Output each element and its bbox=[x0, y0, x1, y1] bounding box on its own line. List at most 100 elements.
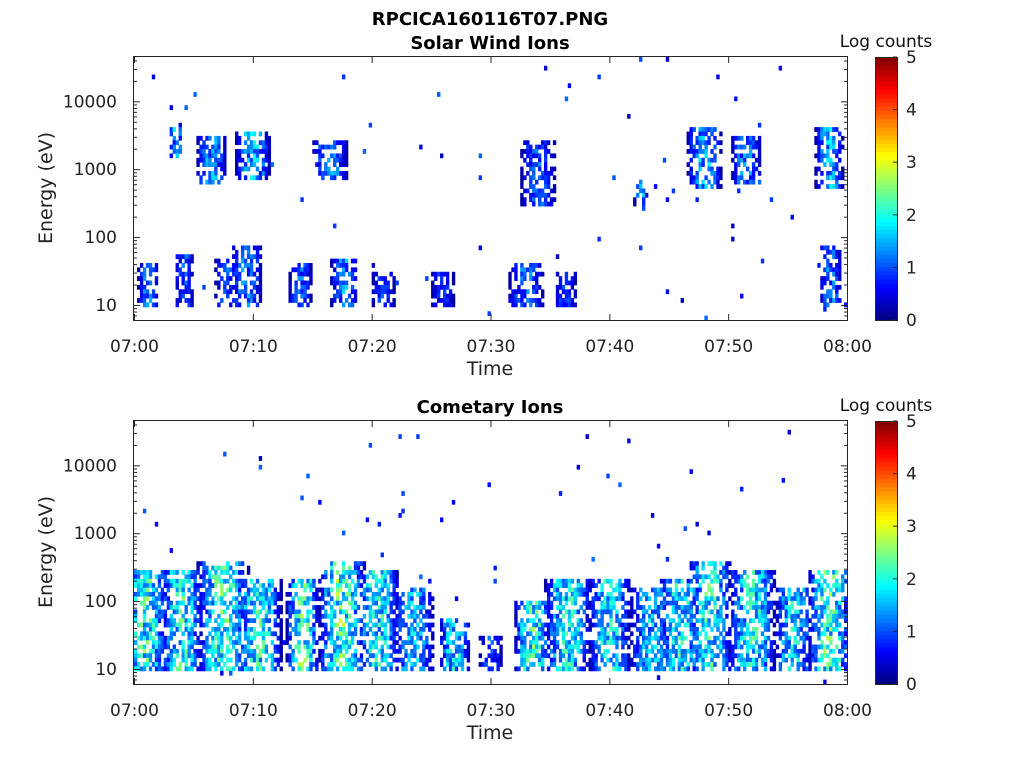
heatmap-cell bbox=[214, 635, 218, 641]
heatmap-cell bbox=[514, 613, 518, 619]
heatmap-cell bbox=[775, 587, 780, 593]
heatmap-cell bbox=[659, 600, 664, 606]
heatmap-cell bbox=[312, 613, 316, 619]
heatmap-cell bbox=[538, 157, 542, 163]
heatmap-cell bbox=[344, 175, 349, 181]
heatmap-cell bbox=[517, 666, 521, 672]
heatmap-cell bbox=[576, 640, 581, 645]
heatmap-cell bbox=[514, 276, 518, 281]
heatmap-cell bbox=[642, 605, 646, 610]
heatmap-cell bbox=[163, 570, 168, 575]
heatmap-cell bbox=[407, 600, 411, 606]
heatmap-cell bbox=[190, 644, 194, 650]
heatmap-cell bbox=[392, 298, 396, 303]
heatmap-cell bbox=[196, 653, 200, 659]
heatmap-cell bbox=[246, 271, 251, 277]
heatmap-cell bbox=[805, 657, 809, 663]
heatmap-cell bbox=[309, 657, 313, 663]
heatmap-cell bbox=[389, 618, 393, 624]
heatmap-cell bbox=[582, 600, 586, 606]
heatmap-cell bbox=[377, 618, 381, 624]
heatmap-cell bbox=[243, 289, 248, 295]
heatmap-cell bbox=[338, 627, 343, 632]
heatmap-cell bbox=[751, 627, 756, 632]
heatmap-cell bbox=[273, 657, 277, 663]
heatmap-cell bbox=[448, 627, 453, 632]
heatmap-cell bbox=[719, 140, 723, 146]
heatmap-cell bbox=[258, 618, 263, 624]
heatmap-cell bbox=[535, 280, 539, 286]
heatmap-cell bbox=[737, 188, 741, 194]
heatmap-cell bbox=[740, 157, 744, 163]
heatmap-cell bbox=[772, 631, 777, 637]
heatmap-cell bbox=[202, 622, 206, 628]
heatmap-cell bbox=[754, 605, 759, 610]
heatmap-cell bbox=[538, 271, 542, 277]
heatmap-cell bbox=[175, 583, 179, 588]
heatmap-cell bbox=[193, 622, 197, 628]
heatmap-cell bbox=[737, 162, 741, 167]
heatmap-cell bbox=[561, 605, 566, 610]
heatmap-cell bbox=[543, 583, 548, 588]
colorbar-segment bbox=[875, 548, 897, 553]
heatmap-cell bbox=[511, 289, 515, 295]
heatmap-cell bbox=[333, 223, 337, 229]
heatmap-cell bbox=[383, 666, 387, 672]
heatmap-cell bbox=[535, 298, 539, 303]
heatmap-cell bbox=[751, 140, 756, 146]
heatmap-cell bbox=[190, 600, 194, 606]
heatmap-cell bbox=[261, 600, 266, 606]
heatmap-cell bbox=[148, 578, 153, 584]
heatmap-cell bbox=[526, 618, 530, 624]
panel-2-frame bbox=[133, 420, 848, 685]
heatmap-cell bbox=[585, 600, 589, 606]
heatmap-cell bbox=[722, 570, 726, 575]
heatmap-cell bbox=[517, 298, 521, 303]
heatmap-cell bbox=[624, 622, 628, 628]
heatmap-cell bbox=[763, 613, 768, 619]
heatmap-cell bbox=[647, 627, 652, 632]
heatmap-cell bbox=[478, 175, 482, 181]
heatmap-cell bbox=[243, 613, 248, 619]
heatmap-cell bbox=[243, 635, 248, 641]
colorbar-segment bbox=[875, 254, 897, 259]
heatmap-cell bbox=[757, 170, 762, 176]
heatmap-cell bbox=[677, 622, 682, 628]
heatmap-cell bbox=[353, 591, 358, 597]
heatmap-cell bbox=[240, 249, 245, 255]
heatmap-cell bbox=[232, 245, 236, 251]
heatmap-cell bbox=[668, 622, 673, 628]
heatmap-cell bbox=[535, 631, 539, 637]
heatmap-cell bbox=[232, 267, 236, 273]
heatmap-cell bbox=[778, 605, 783, 610]
heatmap-cell bbox=[324, 570, 328, 575]
heatmap-cell bbox=[541, 302, 545, 308]
heatmap-cell bbox=[826, 149, 830, 154]
heatmap-cell bbox=[796, 648, 800, 654]
heatmap-cell bbox=[237, 609, 242, 615]
heatmap-cell bbox=[398, 609, 402, 615]
heatmap-cell bbox=[288, 284, 292, 290]
colorbar-segment bbox=[875, 200, 897, 206]
heatmap-cell bbox=[588, 657, 592, 663]
heatmap-cell bbox=[624, 640, 628, 645]
heatmap-cell bbox=[609, 627, 613, 632]
heatmap-cell bbox=[820, 179, 824, 185]
heatmap-cell bbox=[246, 157, 251, 163]
heatmap-cell bbox=[633, 644, 637, 650]
heatmap-cell bbox=[793, 627, 797, 632]
heatmap-cell bbox=[341, 591, 346, 597]
heatmap-cell bbox=[722, 565, 726, 571]
heatmap-cell bbox=[778, 631, 783, 637]
heatmap-cell bbox=[832, 662, 836, 667]
heatmap-cell bbox=[546, 591, 551, 597]
heatmap-cell bbox=[136, 284, 141, 290]
heatmap-cell bbox=[552, 644, 557, 650]
heatmap-cell bbox=[796, 596, 800, 602]
heatmap-cell bbox=[279, 644, 283, 650]
heatmap-cell bbox=[573, 289, 578, 295]
heatmap-cell bbox=[333, 561, 337, 567]
heatmap-cell bbox=[707, 166, 711, 172]
heatmap-cell bbox=[190, 289, 194, 295]
heatmap-cell bbox=[187, 258, 191, 264]
